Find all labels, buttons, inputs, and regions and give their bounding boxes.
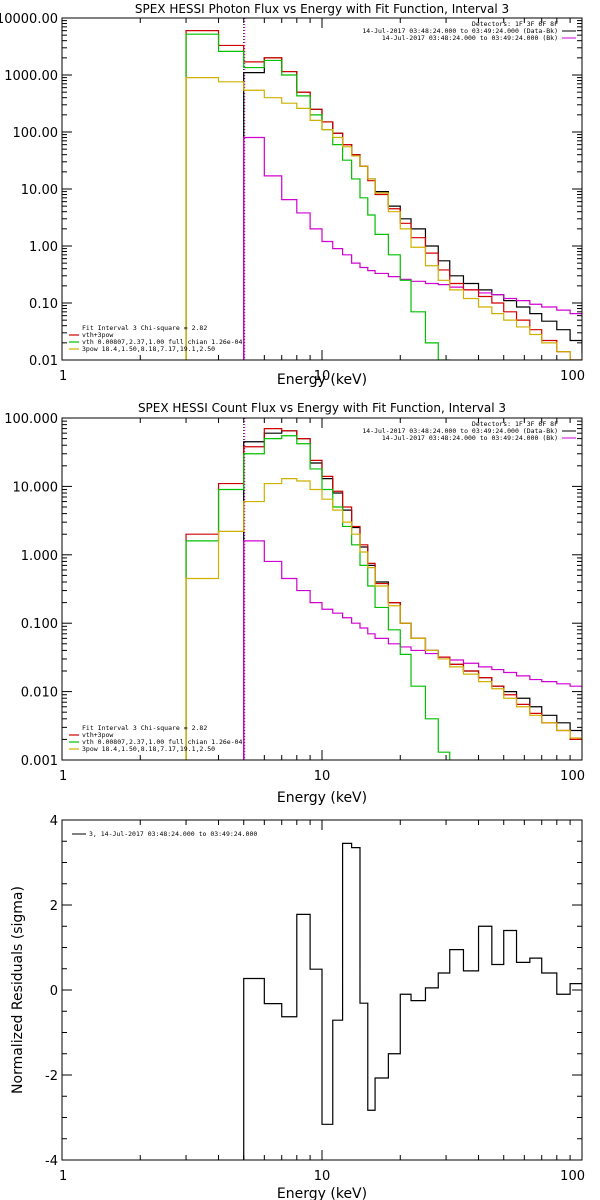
y-tick-label: -4 [45, 1154, 58, 1169]
series-data-bk [243, 430, 582, 760]
x-tick-label: 10 [314, 369, 331, 384]
residuals-series [243, 842, 582, 1160]
chart-panel-2: SPEX HESSI Count Flux vs Energy with Fit… [4, 401, 585, 806]
series-vth [185, 33, 451, 360]
y-tick-label: 1.000 [21, 549, 58, 564]
plot-area [185, 18, 582, 360]
y-tick-label: 0.100 [21, 617, 58, 632]
legend-bottom-entry: 3pow 18.4,1.50,8.18,7.17,19.1,2.50 [82, 745, 215, 753]
legend-bottom-entry: vth+3pow [82, 331, 113, 339]
x-tick-label: 100 [560, 1169, 585, 1184]
x-tick-label: 1 [59, 1169, 67, 1184]
series-vth-3pow [185, 428, 582, 760]
legend-top-entry: Detectors: 1F 3F 6F 8F [472, 420, 558, 428]
legend-bottom-entry: vth+3pow [82, 731, 113, 739]
y-tick-label: 0.010 [21, 686, 58, 701]
y-tick-label: 2 [50, 899, 58, 914]
x-axis-label: Energy (keV) [277, 372, 367, 388]
y-tick-label: 0.10 [29, 297, 58, 312]
x-axis-label: Energy (keV) [277, 790, 367, 806]
y-tick-label: 0.01 [29, 354, 58, 369]
legend-entry: 3, 14-Jul-2017 03:48:24.000 to 03:49:24.… [89, 830, 257, 838]
legend-bottom-entry: Fit Interval 3 Chi-square = 2.82 [82, 324, 207, 332]
series-bk [243, 136, 582, 360]
y-tick-label: 4 [50, 814, 58, 829]
series-vth-3pow [185, 30, 582, 360]
legend-top-entry: 14-Jul-2017 03:48:24.000 to 03:49:24.000… [362, 27, 558, 35]
x-tick-label: 1 [59, 369, 67, 384]
x-tick-label: 100 [560, 769, 585, 784]
legend-top-entry: 14-Jul-2017 03:48:24.000 to 03:49:24.000… [382, 34, 558, 42]
series-3pow [185, 77, 582, 360]
x-tick-label: 1 [59, 769, 67, 784]
legend-bottom-entry: Fit Interval 3 Chi-square = 2.82 [82, 724, 207, 732]
y-tick-label: 100.000 [4, 412, 58, 427]
y-axis-label: Normalized Residuals (sigma) [10, 886, 26, 1094]
x-tick-label: 10 [314, 769, 331, 784]
y-tick-label: 0 [50, 984, 58, 999]
legend-bottom-entry: vth 0.00807,2.37,1.00 full chian 1.26e-0… [82, 338, 243, 346]
legend-top-entry: 14-Jul-2017 03:48:24.000 to 03:49:24.000… [362, 427, 558, 435]
chart-title: SPEX HESSI Count Flux vs Energy with Fit… [138, 401, 506, 415]
legend-bottom-entry: 3pow 18.4,1.50,8.18,7.17,19.1,2.50 [82, 345, 215, 353]
y-tick-label: 1.00 [29, 240, 58, 255]
x-tick-label: 100 [560, 369, 585, 384]
legend-top-entry: Detectors: 1F 3F 6F 8F [472, 20, 558, 28]
y-tick-label: -2 [45, 1069, 58, 1084]
chart-panel-3: 1 10 100 -4 -2 0 2 4 Energy (keV) Normalized Resi… [10, 814, 585, 1200]
plot-frame [61, 17, 583, 361]
x-tick-label: 10 [314, 1169, 331, 1184]
chart-title: SPEX HESSI Photon Flux vs Energy with Fi… [135, 2, 509, 16]
legend-bottom-entry: vth 0.00807,2.37,1.00 full chian 1.26e-0… [82, 738, 243, 746]
y-tick-label: 1000.00 [4, 69, 58, 84]
plot-frame [61, 819, 583, 1161]
y-tick-label: 0.001 [21, 754, 58, 769]
plot-frame [61, 417, 583, 761]
legend-top-entry: 14-Jul-2017 03:48:24.000 to 03:49:24.000… [382, 434, 558, 442]
series-vth [185, 435, 451, 760]
y-tick-label: 100.00 [13, 126, 59, 141]
plot-area [243, 842, 582, 1160]
plot-area [185, 418, 582, 760]
series-bk [243, 540, 582, 760]
y-tick-label: 10.00 [21, 183, 58, 198]
x-axis-label: Energy (keV) [277, 1186, 367, 1200]
series-3pow [185, 478, 582, 760]
chart-panel-1: SPEX HESSI Photon Flux vs Energy with Fi… [0, 2, 585, 388]
y-tick-label: 10.000 [13, 480, 59, 495]
y-tick-label: 10000.00 [0, 12, 58, 27]
